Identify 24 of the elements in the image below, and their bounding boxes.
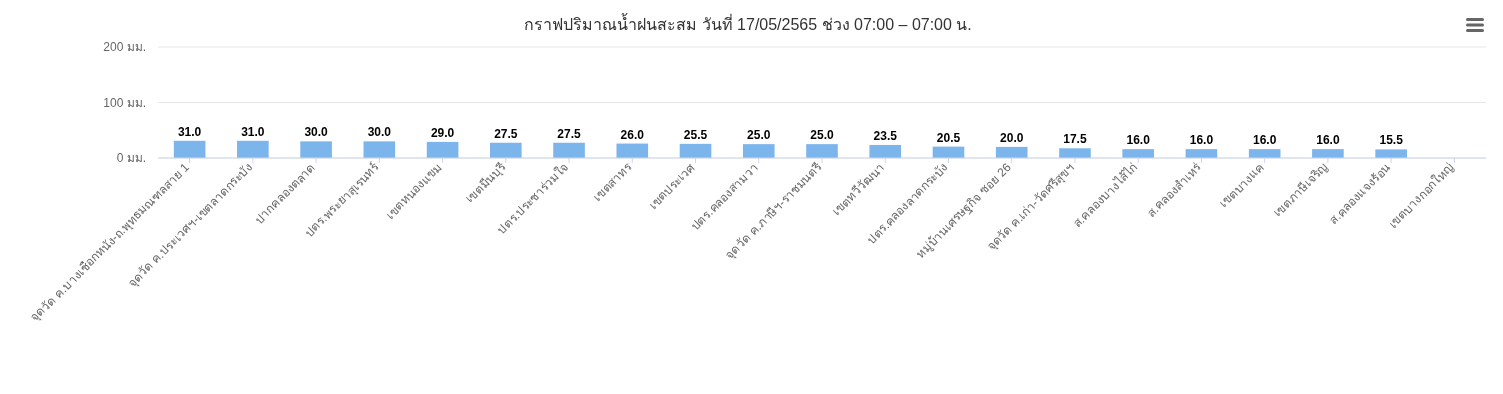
data-label: 17.5 [1063,132,1087,147]
data-label: 29.0 [430,125,455,140]
data-label: 16.0 [1189,133,1214,148]
data-label: 20.0 [1000,130,1024,145]
y-tick-label: 0 มม. [116,151,146,166]
data-label: 16.0 [1126,133,1151,148]
data-label: 31.0 [241,124,265,139]
chart-title: กราฟปริมาณน้ำฝนสะสม วันที่ 17/05/2565 ช่วง 07:00 – 07:00 น. [524,13,972,33]
data-label: 20.5 [936,130,961,145]
y-tick-label: 100 มม. [103,95,146,110]
data-label: 25.0 [747,128,771,143]
data-label: 31.0 [177,124,202,139]
data-label: 30.0 [304,125,329,140]
data-label: 16.0 [1316,133,1340,148]
data-label: 23.5 [873,128,898,143]
y-tick-label: 200 มม. [103,40,146,55]
data-label: 27.5 [494,126,518,141]
data-label: 25.5 [683,127,708,142]
data-label: 16.0 [1252,133,1277,148]
data-label: 27.5 [557,126,582,141]
data-label: 26.0 [620,127,645,142]
data-label: 15.5 [1379,133,1404,148]
data-label: 30.0 [367,125,392,140]
data-label: 25.0 [810,128,834,143]
